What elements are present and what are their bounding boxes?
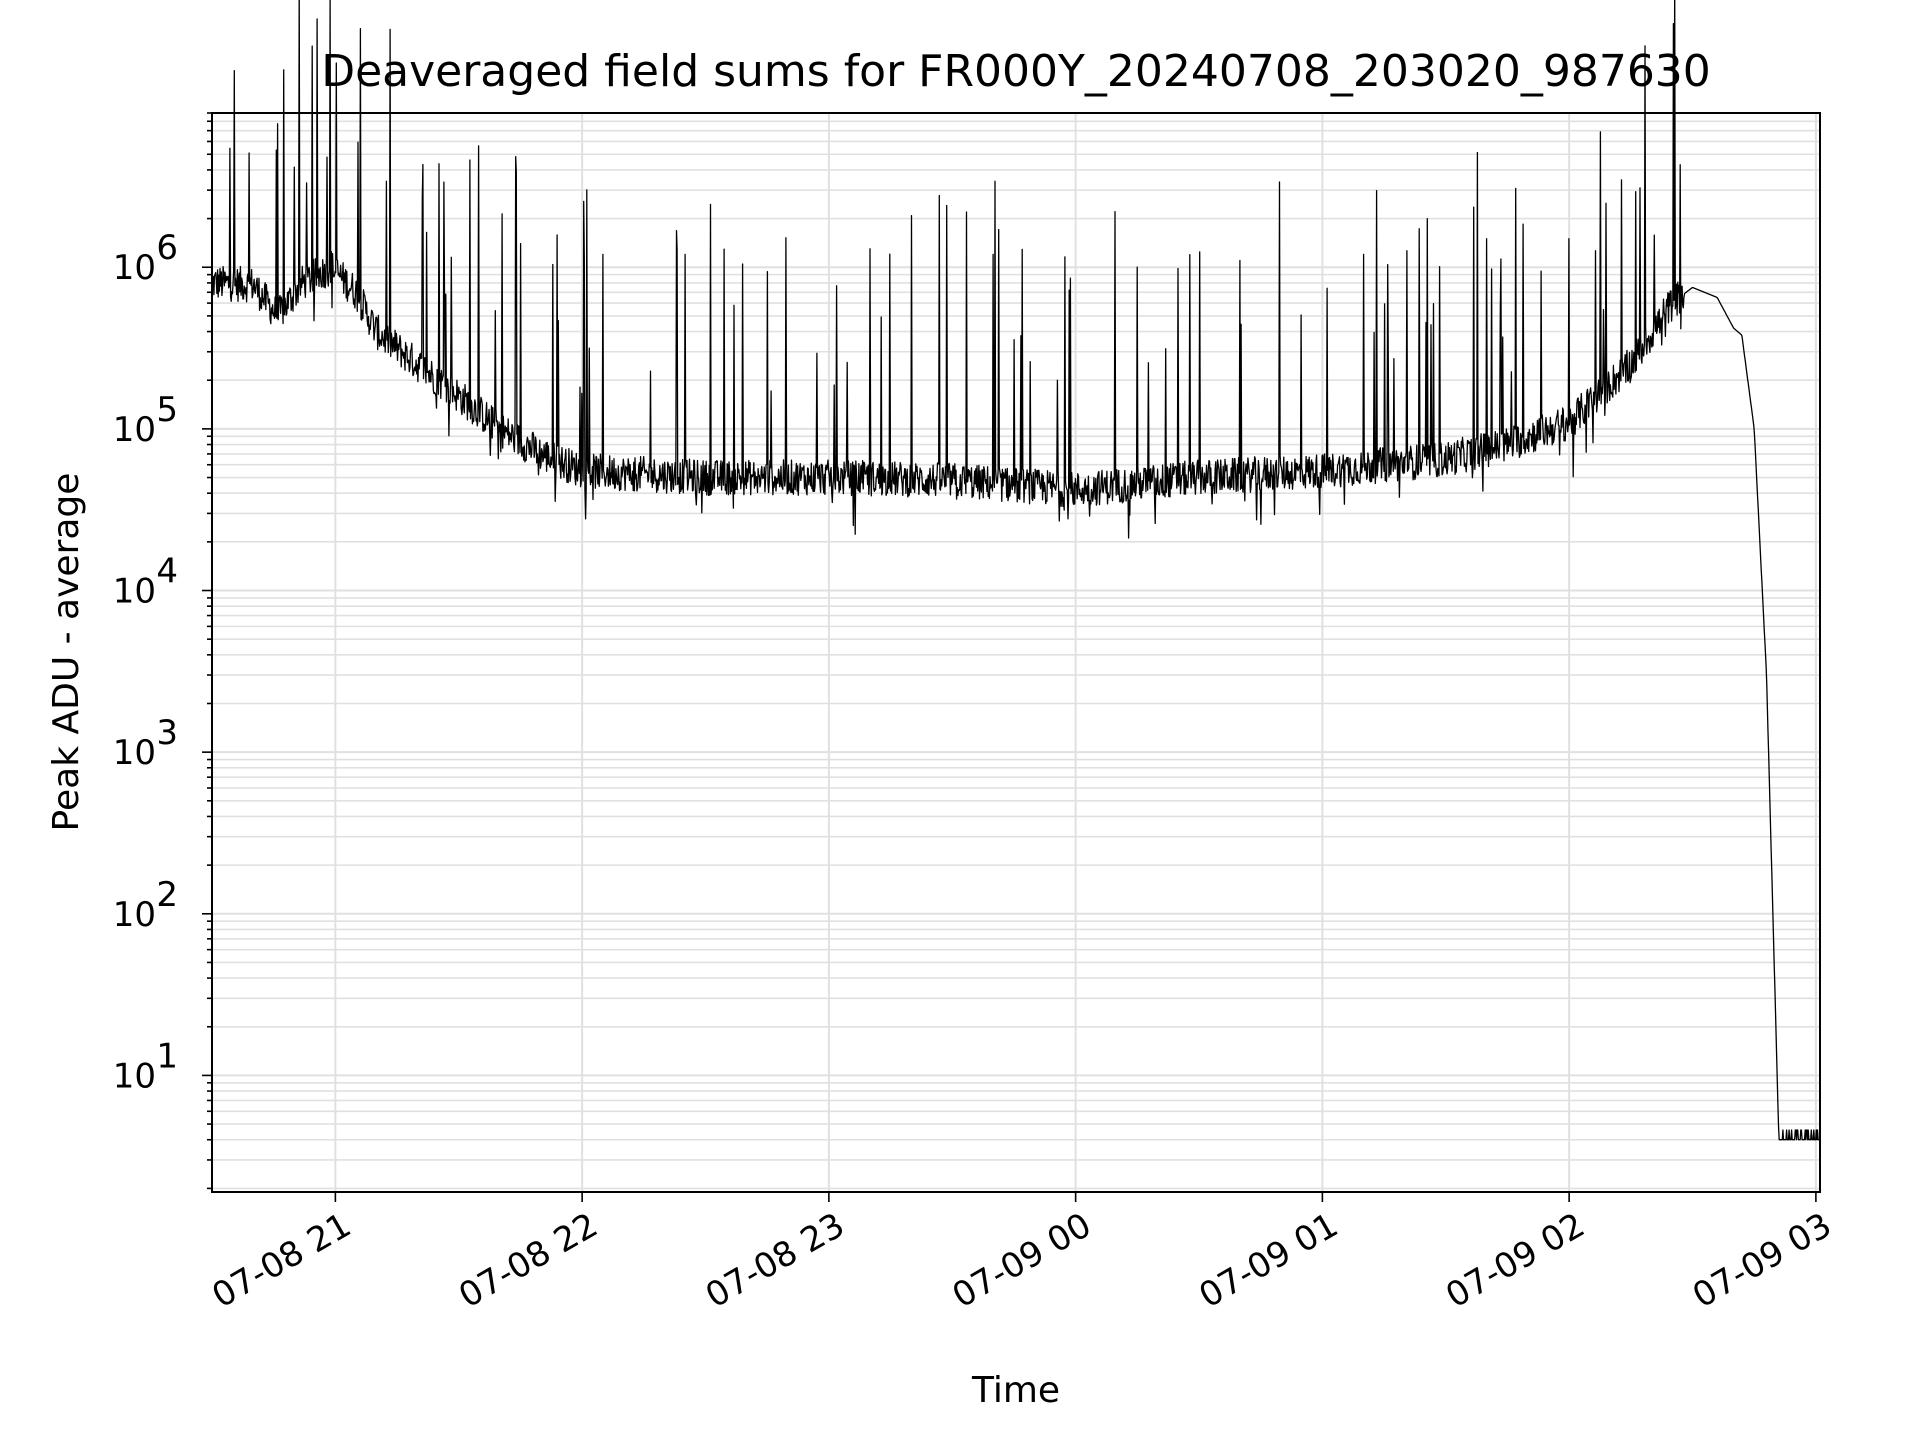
x-tick-label: 07-09 03 bbox=[1686, 1205, 1838, 1316]
y-tick-label: 10 bbox=[113, 895, 156, 935]
y-tick-label: 10 bbox=[113, 733, 156, 773]
y-tick-exponent: 1 bbox=[156, 1036, 178, 1076]
x-tick-label: 07-08 21 bbox=[205, 1205, 357, 1316]
y-tick-label: 10 bbox=[113, 1056, 156, 1096]
grid bbox=[212, 112, 1820, 1192]
y-axis-title: Peak ADU - average bbox=[46, 473, 87, 832]
y-tick-exponent: 2 bbox=[156, 875, 178, 915]
series-layer bbox=[211, 0, 1821, 1141]
y-tick-exponent: 5 bbox=[156, 390, 178, 430]
chart-title: Deaveraged field sums for FR000Y_2024070… bbox=[321, 46, 1711, 97]
series-line bbox=[211, 0, 1821, 1141]
y-tick-exponent: 4 bbox=[156, 552, 178, 592]
x-tick-label: 07-08 23 bbox=[699, 1205, 851, 1316]
plot-frame bbox=[211, 112, 1821, 1193]
y-tick-exponent: 3 bbox=[156, 713, 178, 753]
x-tick-label: 07-08 22 bbox=[452, 1205, 604, 1316]
y-tick-label: 10 bbox=[113, 410, 156, 450]
y-tick-label: 10 bbox=[113, 248, 156, 288]
y-tick-exponent: 6 bbox=[156, 228, 178, 268]
x-tick-label: 07-09 01 bbox=[1192, 1205, 1344, 1316]
x-axis: 07-08 21 07-08 22 07-08 23 07-09 00 07-09 01… bbox=[205, 1192, 1838, 1316]
x-tick-label: 07-09 02 bbox=[1439, 1205, 1591, 1316]
y-tick-label: 10 bbox=[113, 572, 156, 612]
x-tick-label: 07-09 00 bbox=[946, 1205, 1098, 1316]
x-axis-title: Time bbox=[971, 1370, 1060, 1411]
